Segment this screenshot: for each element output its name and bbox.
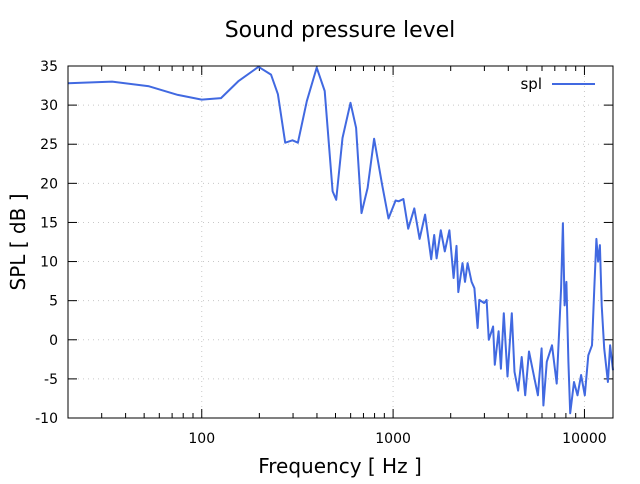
y-tick-label: 5 xyxy=(49,294,58,310)
x-tick-labels: 100 1000 10000 xyxy=(188,431,606,447)
grid xyxy=(68,66,613,418)
x-axis-label: Frequency [ Hz ] xyxy=(258,454,422,478)
y-tick-label: 25 xyxy=(40,137,58,153)
x-tick-label: 100 xyxy=(188,431,215,447)
legend-label-spl: spl xyxy=(520,75,542,93)
plot-border xyxy=(67,65,614,419)
y-tick-labels: -10 -5 0 5 10 15 20 25 30 35 xyxy=(35,59,58,427)
x-tick-label: 1000 xyxy=(375,431,411,447)
y-tick-label: -10 xyxy=(35,411,58,427)
y-tick-label: 10 xyxy=(40,255,58,271)
series-line-spl xyxy=(67,65,614,415)
series-layer xyxy=(67,65,614,415)
y-tick-label: 0 xyxy=(49,333,58,349)
x-tick-label: 10000 xyxy=(562,431,607,447)
y-tick-label: -5 xyxy=(44,372,58,388)
y-tick-label: 30 xyxy=(40,98,58,114)
legend: spl xyxy=(520,75,595,93)
y-tick-label: 20 xyxy=(40,176,58,192)
y-tick-label: 15 xyxy=(40,215,58,231)
y-tick-label: 35 xyxy=(40,59,58,75)
y-axis-label: SPL [ dB ] xyxy=(6,194,30,291)
chart-title: Sound pressure level xyxy=(225,18,456,43)
